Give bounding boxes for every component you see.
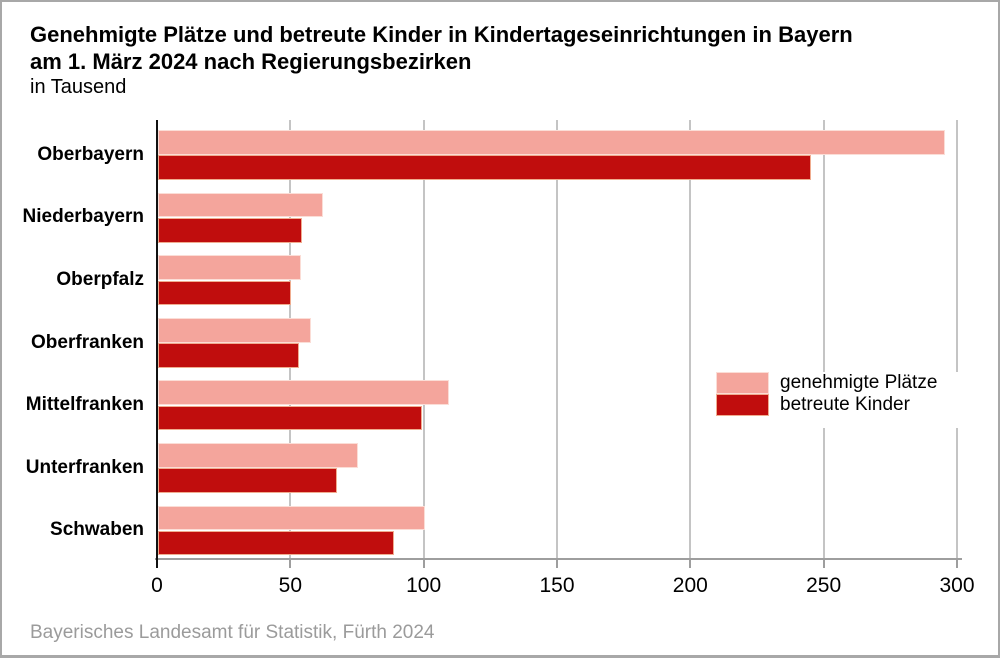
category-label-oberbayern: Oberbayern bbox=[37, 143, 144, 165]
bar-schwaben-betreute-kinder bbox=[158, 530, 394, 556]
bar-unterfranken-betreute-kinder bbox=[158, 468, 337, 493]
x-tick-label-250: 250 bbox=[806, 574, 842, 597]
category-label-mittelfranken: Mittelfranken bbox=[25, 394, 144, 416]
category-label-oberpfalz: Oberpfalz bbox=[56, 268, 144, 290]
gridline-200 bbox=[689, 120, 692, 559]
legend-label-series2: betreute Kinder bbox=[780, 394, 910, 415]
bar-niederbayern-betreute-kinder bbox=[158, 217, 302, 243]
x-tick-label-100: 100 bbox=[406, 574, 442, 597]
x-tick-150 bbox=[556, 560, 558, 568]
bar-oberpfalz-betreute-kinder bbox=[158, 280, 292, 306]
gridline-250 bbox=[822, 120, 825, 559]
x-axis-line bbox=[155, 558, 962, 560]
x-tick-300 bbox=[956, 560, 958, 568]
gridline-100 bbox=[422, 120, 425, 559]
category-label-schwaben: Schwaben bbox=[50, 519, 144, 541]
x-tick-label-0: 0 bbox=[151, 574, 163, 597]
category-label-unterfranken: Unterfranken bbox=[25, 456, 144, 478]
gridline-300 bbox=[956, 120, 958, 559]
x-tick-250 bbox=[822, 560, 825, 568]
chart-title-line1: Genehmigte Plätze und betreute Kinder in… bbox=[30, 22, 853, 47]
bar-schwaben-genehmigte-plaetze bbox=[158, 505, 425, 531]
x-tick-50 bbox=[289, 560, 292, 568]
legend-swatch-betreute-kinder bbox=[716, 394, 769, 416]
gridline-150 bbox=[556, 120, 558, 559]
chart-unit-note: in Tausend bbox=[30, 76, 127, 98]
category-label-oberfranken: Oberfranken bbox=[31, 331, 144, 353]
x-tick-label-50: 50 bbox=[278, 574, 302, 597]
bar-unterfranken-genehmigte-plaetze bbox=[158, 443, 358, 468]
x-tick-label-150: 150 bbox=[539, 574, 575, 597]
title-block: Genehmigte Plätze und betreute Kinder in… bbox=[30, 21, 853, 100]
chart-title-line2: am 1. März 2024 nach Regierungsbezirken bbox=[30, 49, 472, 74]
source-note: Bayerisches Landesamt für Statistik, Für… bbox=[30, 622, 435, 643]
bar-mittelfranken-genehmigte-plaetze bbox=[158, 380, 449, 406]
legend-label-series1: genehmigte Plätze bbox=[780, 372, 938, 393]
bar-mittelfranken-betreute-kinder bbox=[158, 405, 422, 431]
bar-oberbayern-betreute-kinder bbox=[158, 155, 812, 180]
legend-row-series1: genehmigte Plätze bbox=[716, 372, 986, 394]
x-tick-200 bbox=[689, 560, 692, 568]
bar-oberbayern-genehmigte-plaetze bbox=[158, 130, 945, 155]
legend-row-series2: betreute Kinder bbox=[716, 394, 986, 416]
bar-oberpfalz-genehmigte-plaetze bbox=[158, 255, 301, 280]
category-label-niederbayern: Niederbayern bbox=[22, 206, 144, 228]
y-axis-line bbox=[155, 120, 158, 568]
x-tick-100 bbox=[422, 560, 425, 568]
bar-oberfranken-genehmigte-plaetze bbox=[158, 317, 312, 343]
bar-niederbayern-genehmigte-plaetze bbox=[158, 192, 324, 218]
x-tick-label-200: 200 bbox=[672, 574, 708, 597]
bar-oberfranken-betreute-kinder bbox=[158, 343, 300, 368]
x-tick-label-300: 300 bbox=[939, 574, 975, 597]
legend-swatch-genehmigte-plaetze bbox=[716, 372, 769, 394]
chart-legend: genehmigte Plätze betreute Kinder bbox=[716, 372, 986, 428]
